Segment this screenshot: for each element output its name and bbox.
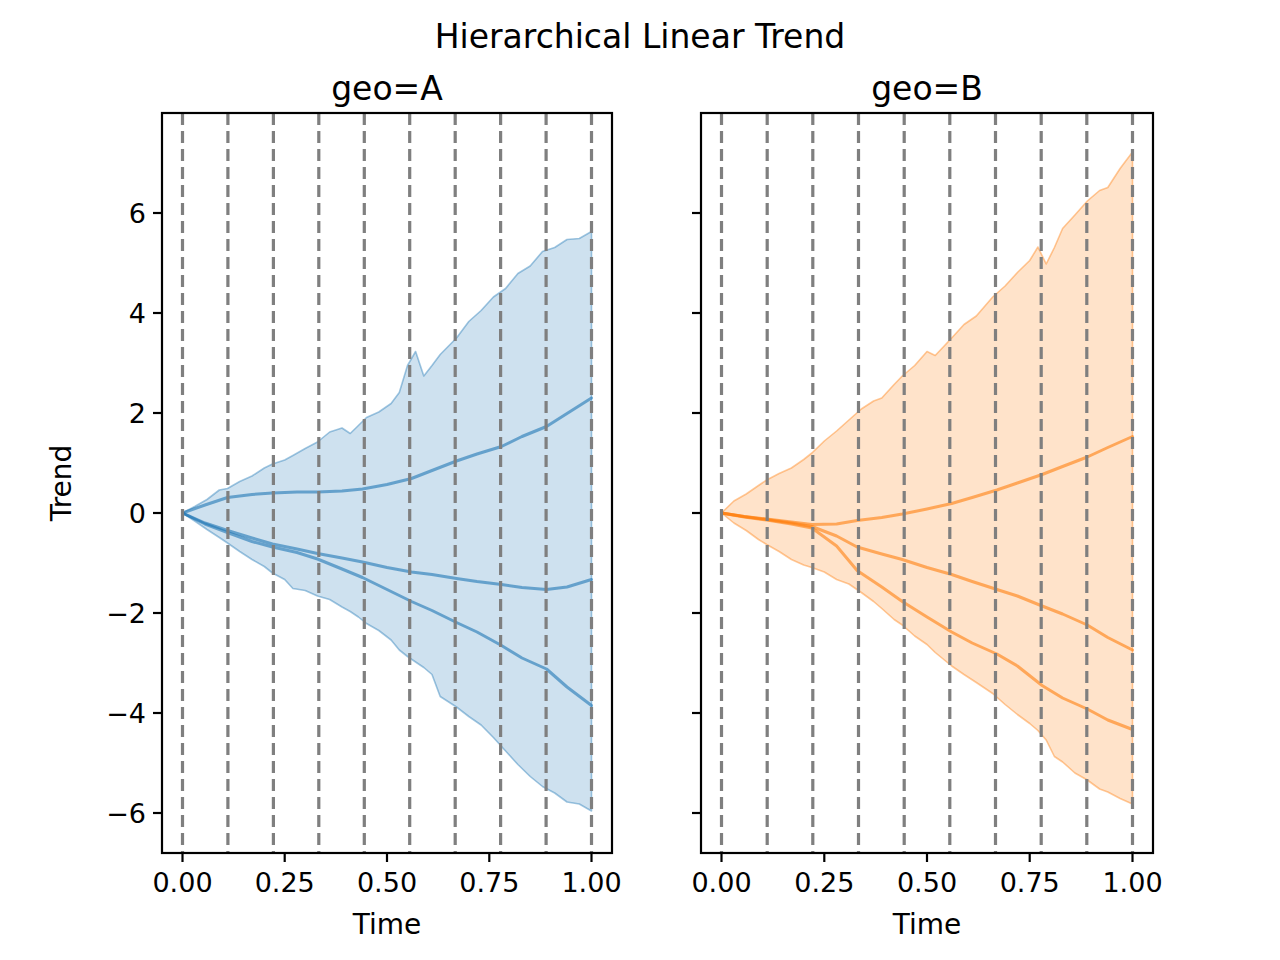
y-tick-label: 0 xyxy=(129,498,146,529)
x-tick-label-geo-b: 0.75 xyxy=(1000,867,1060,898)
x-axis-label-geo-b: Time xyxy=(701,911,1153,939)
x-tick-label-geo-b: 0.00 xyxy=(691,867,751,898)
x-tick-label-geo-a: 0.75 xyxy=(459,867,519,898)
y-tick-label: −6 xyxy=(106,798,146,829)
subplot-title-geo-a: geo=A xyxy=(162,72,612,105)
plot-canvas: 0.00 0.25 0.50 0.75 1.00 6 4 2 0 −2 −4 −6 0.00 0.25 0.… xyxy=(0,0,1280,960)
x-tick-label-geo-b: 0.50 xyxy=(897,867,957,898)
figure: 0.00 0.25 0.50 0.75 1.00 6 4 2 0 −2 −4 −6 0.00 0.25 0.… xyxy=(0,0,1280,960)
y-tick-label: 6 xyxy=(129,198,146,229)
x-tick-label-geo-a: 0.00 xyxy=(152,867,212,898)
subplot-title-geo-b: geo=B xyxy=(701,72,1153,105)
x-axis-label-geo-a: Time xyxy=(162,911,612,939)
y-tick-label: 4 xyxy=(129,298,146,329)
uncertainty-band-geo-a xyxy=(183,232,592,812)
x-tick-label-geo-b: 0.25 xyxy=(794,867,854,898)
figure-title: Hierarchical Linear Trend xyxy=(0,20,1280,53)
y-tick-label: 2 xyxy=(129,398,146,429)
x-tick-label-geo-a: 1.00 xyxy=(561,867,621,898)
y-tick-label: −4 xyxy=(106,698,146,729)
x-tick-label-geo-b: 1.00 xyxy=(1102,867,1162,898)
x-tick-label-geo-a: 0.25 xyxy=(255,867,315,898)
y-tick-label: −2 xyxy=(106,598,146,629)
x-tick-label-geo-a: 0.50 xyxy=(357,867,417,898)
uncertainty-band-geo-b xyxy=(722,152,1133,804)
y-axis-label: Trend xyxy=(48,445,76,522)
